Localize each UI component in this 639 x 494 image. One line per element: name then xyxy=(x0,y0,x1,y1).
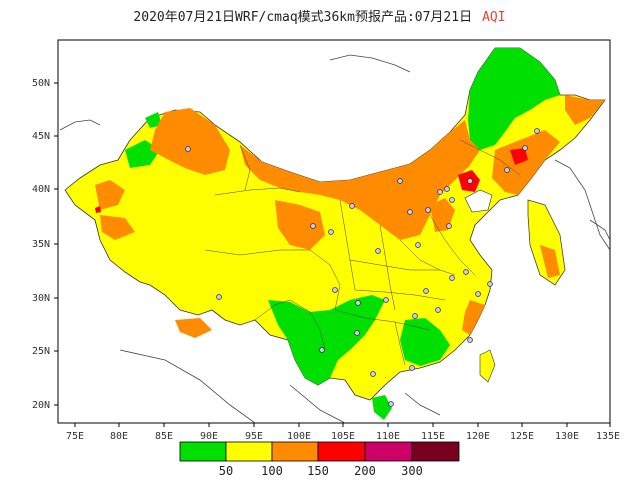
orange-zhejiang xyxy=(462,300,485,335)
lat-label: 45N xyxy=(32,131,50,142)
lon-label: 80E xyxy=(110,431,128,442)
orange-qinghai xyxy=(275,200,325,250)
lat-label: 30N xyxy=(32,293,50,304)
green-south xyxy=(400,318,450,366)
legend-swatch xyxy=(271,441,319,462)
legend-swatch xyxy=(225,441,273,462)
lon-label: 100E xyxy=(287,431,311,442)
legend-swatch xyxy=(179,441,227,462)
green-southwest xyxy=(268,295,385,385)
legend-label: 100 xyxy=(261,464,283,478)
lon-label: 120E xyxy=(466,431,490,442)
lat-label: 50N xyxy=(32,78,50,89)
title-text: 2020年07月21日WRF/cmaq模式36km预报产品:07月21日 xyxy=(133,10,473,25)
orange-west xyxy=(100,215,135,240)
orange-heilongjiang xyxy=(565,95,605,125)
lon-label: 105E xyxy=(331,431,355,442)
coastline-indochina xyxy=(289,384,346,423)
red-spot-west xyxy=(95,206,101,213)
legend-label: 300 xyxy=(401,464,423,478)
legend-label: 200 xyxy=(354,464,376,478)
legend-swatch xyxy=(317,441,366,462)
taiwan xyxy=(479,349,496,383)
province-boundaries xyxy=(204,139,521,366)
orange-liaoning xyxy=(492,130,560,195)
lon-label: 75E xyxy=(66,431,84,442)
coastline-mongolia-north xyxy=(329,54,411,73)
green-hainan xyxy=(372,395,392,420)
legend-swatch xyxy=(411,441,460,462)
legend-label: 150 xyxy=(307,464,329,478)
orange-tibet-south xyxy=(175,318,212,338)
lon-label: 90E xyxy=(200,431,218,442)
red-liaoning xyxy=(510,148,528,165)
legend-swatch xyxy=(364,441,413,462)
lon-label: 95E xyxy=(245,431,263,442)
map-title: 2020年07月21日WRF/cmaq模式36km预报产品:07月21日 AQI xyxy=(0,6,639,25)
lon-label: 85E xyxy=(155,431,173,442)
city-markers xyxy=(185,128,540,407)
coastline-north xyxy=(59,119,101,131)
map-layers xyxy=(59,47,610,423)
lat-label: 20N xyxy=(32,400,50,411)
korea-orange xyxy=(540,245,560,278)
green-northeast xyxy=(468,48,560,150)
coastline-japan xyxy=(589,219,610,241)
title-highlight: AQI xyxy=(482,10,506,25)
orange-northwest xyxy=(150,108,230,175)
orange-north-china xyxy=(240,120,480,240)
lat-label: 25N xyxy=(32,346,50,357)
aqi-legend: 50 100 150 200 300 xyxy=(179,441,460,478)
legend-label: 50 xyxy=(219,464,233,478)
coastline-japan-sea xyxy=(554,159,610,251)
lon-label: 135E xyxy=(596,431,620,442)
orange-far-west xyxy=(95,180,125,210)
bohai-sea xyxy=(464,189,493,213)
lon-label: 130E xyxy=(555,431,579,442)
green-northwest xyxy=(145,112,162,128)
lon-axis: 75E 80E 85E 90E 95E 100E 105E 110E 115E … xyxy=(66,423,620,442)
coastline-india xyxy=(119,349,256,423)
lat-axis: 50N 45N 40N 35N 30N 25N 20N xyxy=(32,78,58,411)
coastline-south xyxy=(404,392,441,416)
lon-label: 110E xyxy=(376,431,400,442)
lon-label: 115E xyxy=(421,431,445,442)
lat-label: 40N xyxy=(32,184,50,195)
lat-label: 35N xyxy=(32,239,50,250)
lon-label: 125E xyxy=(510,431,534,442)
